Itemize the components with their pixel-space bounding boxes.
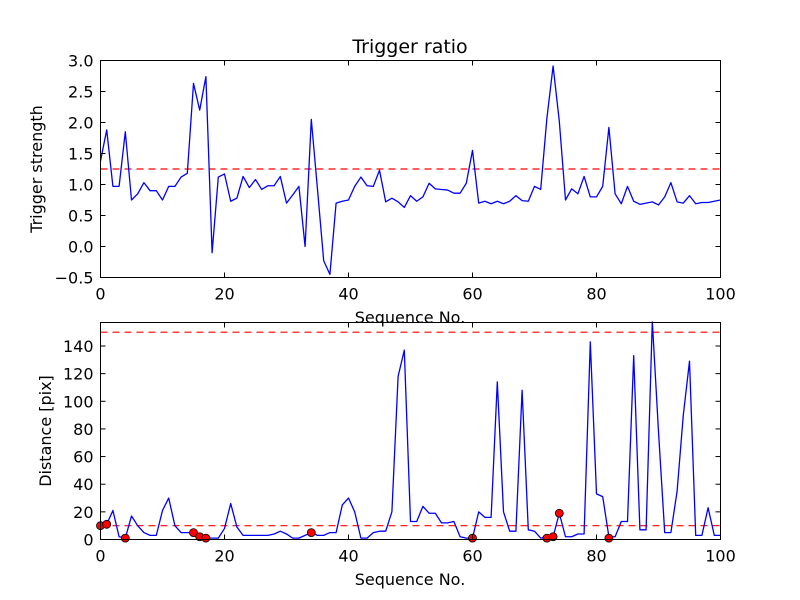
distance-marker-point [604,533,614,543]
distance-xtick-label: 60 [462,547,482,566]
distance-xtick-label: 80 [586,547,606,566]
distance-ytick-label: 140 [63,337,94,356]
distance-ytick-label: 100 [63,392,94,411]
trigger-ratio-plot: Trigger ratio 0 20 40 60 80 100 −0.5 0.0 0.5 1.0 1… [27,36,736,327]
distance-marker-point [554,508,564,518]
distance-marker-point [189,528,198,537]
distance-xtick-label: 20 [214,547,234,566]
trigger-ratio-title: Trigger ratio [351,36,467,58]
trigger-ratio-xtick-label: 100 [705,285,736,304]
trigger-ratio-ytick-label: 0.5 [68,207,93,226]
trigger-ratio-xtick-label: 0 [95,285,105,304]
trigger-ratio-ytick-label: −0.5 [55,269,94,288]
distance-ytick-label: 20 [73,503,93,522]
distance-xtick-label: 0 [95,547,105,566]
trigger-ratio-xlabel: Sequence No. [355,308,466,327]
distance-xlabel: Sequence No. [355,570,466,589]
trigger-ratio-xtick-label: 80 [586,285,606,304]
distance-xtick-label: 40 [338,547,358,566]
distance-ytick-label: 60 [73,448,93,467]
trigger-ratio-ytick-label: 2.5 [68,83,93,102]
distance-ytick-label: 120 [63,365,94,384]
trigger-ratio-ytick-label: 0.0 [68,238,93,257]
distance-xtick-label: 100 [705,547,736,566]
distance-marker-point [201,533,211,543]
trigger-ratio-ytick-label: 2.0 [68,114,93,133]
distance-plot: 0 20 40 60 80 100 0 20 40 60 80 100 120 140 Sequence … [36,321,736,589]
distance-ytick-label: 80 [73,420,93,439]
trigger-ratio-ylabel: Trigger strength [27,105,46,234]
trigger-ratio-ytick-label: 1.0 [68,176,93,195]
distance-ytick-label: 0 [83,531,93,550]
distance-marker-point [120,533,130,543]
distance-marker-point [102,519,112,529]
distance-ylabel: Distance [pix] [36,375,55,487]
distance-axes-frame [100,322,721,540]
distance-ytick-label: 40 [73,475,93,494]
trigger-ratio-ytick-label: 3.0 [68,52,93,71]
distance-series-line [100,321,721,539]
trigger-ratio-xtick-label: 60 [462,285,482,304]
trigger-ratio-series-line [100,65,721,276]
distance-marker-point [548,532,558,542]
trigger-ratio-ytick-label: 1.5 [68,145,93,164]
trigger-ratio-axes-frame [100,60,721,278]
trigger-ratio-xtick-label: 40 [338,285,358,304]
trigger-ratio-xtick-label: 20 [214,285,234,304]
distance-marker-point [306,528,316,537]
